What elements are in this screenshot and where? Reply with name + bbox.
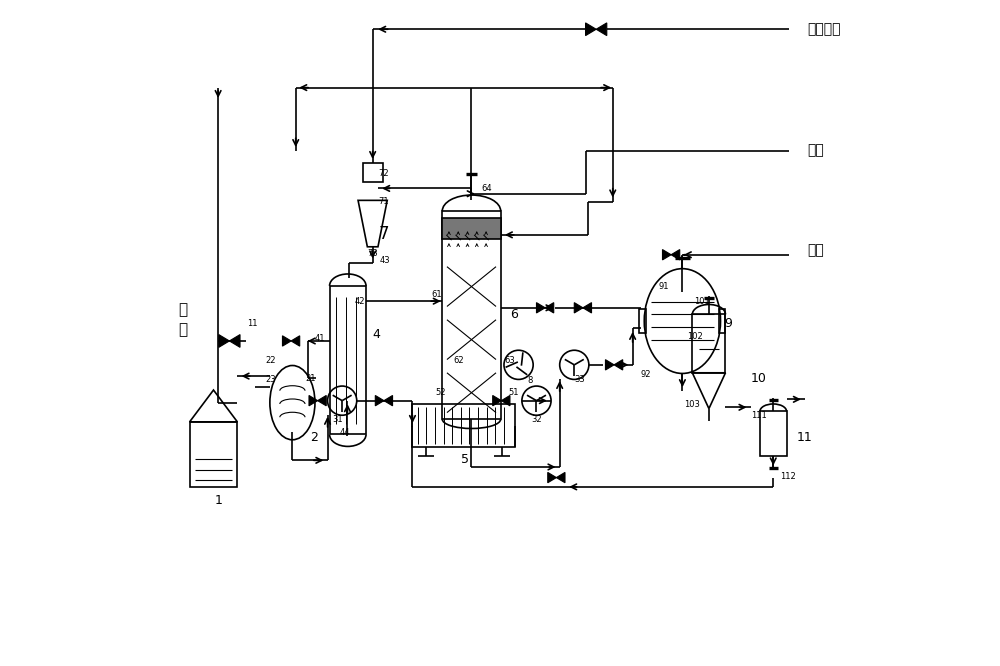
Text: 72: 72 <box>378 169 389 178</box>
Polygon shape <box>309 396 318 406</box>
Text: 废液: 废液 <box>807 243 824 257</box>
Bar <box>639 309 646 333</box>
Bar <box>692 314 725 373</box>
Text: 7: 7 <box>379 224 389 242</box>
Text: 8: 8 <box>527 376 533 385</box>
Text: 1: 1 <box>214 494 222 507</box>
Text: 空气: 空气 <box>807 144 824 158</box>
Polygon shape <box>282 336 291 346</box>
Polygon shape <box>583 302 592 313</box>
Polygon shape <box>318 396 326 406</box>
Text: 42: 42 <box>355 296 365 306</box>
Text: 11: 11 <box>797 432 813 444</box>
Polygon shape <box>556 472 565 483</box>
Bar <box>719 309 725 333</box>
Text: 73: 73 <box>367 249 378 258</box>
Text: 22: 22 <box>265 356 276 366</box>
Text: 71: 71 <box>378 197 389 206</box>
Text: 102: 102 <box>687 332 703 341</box>
Text: 101: 101 <box>694 296 709 306</box>
Polygon shape <box>501 396 510 406</box>
Polygon shape <box>229 334 240 348</box>
Text: 112: 112 <box>780 472 796 482</box>
Text: 放: 放 <box>178 302 188 317</box>
Polygon shape <box>548 472 556 483</box>
Text: 103: 103 <box>684 400 700 409</box>
Text: 2: 2 <box>310 432 318 444</box>
Text: 高压蒸汽: 高压蒸汽 <box>807 22 841 36</box>
Text: 6: 6 <box>510 308 518 321</box>
Text: 5: 5 <box>461 452 469 466</box>
Text: 61: 61 <box>431 290 442 299</box>
Text: 91: 91 <box>659 282 669 291</box>
Text: 92: 92 <box>641 370 651 378</box>
Text: 62: 62 <box>453 356 464 366</box>
Text: 9: 9 <box>724 316 732 330</box>
Polygon shape <box>596 23 607 35</box>
Text: 10: 10 <box>751 372 767 384</box>
Text: 51: 51 <box>508 388 518 397</box>
Bar <box>760 412 787 456</box>
Polygon shape <box>662 250 671 260</box>
Text: 32: 32 <box>531 415 542 424</box>
Bar <box>330 286 366 434</box>
Text: 23: 23 <box>265 375 276 384</box>
Polygon shape <box>574 302 583 313</box>
Text: 4: 4 <box>373 328 381 341</box>
Polygon shape <box>375 396 384 406</box>
Bar <box>412 404 515 447</box>
Text: 31: 31 <box>332 415 343 424</box>
Polygon shape <box>605 360 614 370</box>
Text: 64: 64 <box>481 184 492 193</box>
Text: 21: 21 <box>306 374 316 382</box>
Text: 33: 33 <box>574 375 585 384</box>
Text: 44: 44 <box>340 428 350 437</box>
Text: 111: 111 <box>751 412 766 420</box>
Polygon shape <box>536 302 545 313</box>
Text: 43: 43 <box>379 256 390 264</box>
Text: 41: 41 <box>315 334 326 343</box>
Polygon shape <box>219 334 229 348</box>
Text: 空: 空 <box>178 322 188 337</box>
Polygon shape <box>493 396 501 406</box>
Polygon shape <box>671 250 680 260</box>
Bar <box>363 163 383 182</box>
Bar <box>190 422 237 487</box>
Polygon shape <box>614 360 623 370</box>
Bar <box>442 218 501 240</box>
Text: 63: 63 <box>505 356 515 366</box>
Polygon shape <box>586 23 596 35</box>
Bar <box>442 211 501 419</box>
Text: 11: 11 <box>247 318 257 328</box>
Text: 52: 52 <box>435 388 446 397</box>
Polygon shape <box>545 302 554 313</box>
Polygon shape <box>291 336 300 346</box>
Polygon shape <box>384 396 393 406</box>
